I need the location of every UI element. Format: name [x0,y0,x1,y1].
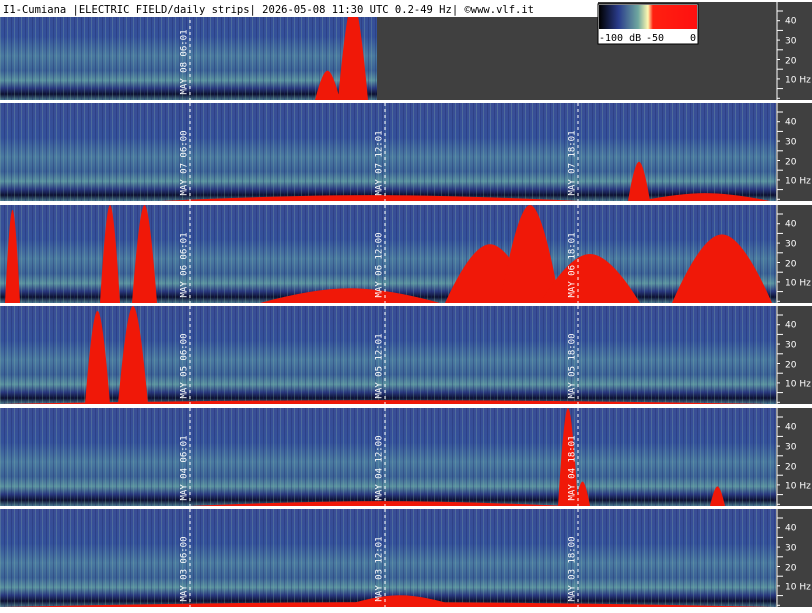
time-label: MAY 05 12:01 [375,333,385,398]
time-label: MAY 05 18:00 [568,333,578,398]
activity-burst [575,481,590,506]
colorbar-label: -50 [646,33,664,44]
activity-burst [500,205,560,303]
frequency-label: 10 Hz [785,380,811,390]
frequency-label: 40 [785,321,797,331]
time-label: MAY 07 18:01 [568,130,578,195]
time-label: MAY 03 06:00 [180,536,190,601]
axis-panel [776,2,812,100]
activity-burst [710,486,725,506]
frequency-label: 30 [785,544,797,554]
activity-burst [160,195,580,201]
time-label: MAY 07 06:00 [180,130,190,195]
frequency-label: 10 Hz [785,177,811,187]
frequency-label: 20 [785,463,797,473]
frequency-label: 10 Hz [785,583,811,593]
activity-burst [540,254,640,303]
frequency-label: 20 [785,260,797,270]
header-title: I1-Cumiana |ELECTRIC FIELD/daily strips|… [3,4,534,16]
spectrogram-texture [0,306,776,404]
time-label: MAY 03 18:00 [568,536,578,601]
activity-burst [5,209,20,303]
activity-burst [260,288,440,303]
activity-burst [118,306,148,404]
axis-panel [776,408,812,506]
frequency-label: 30 [785,341,797,351]
frequency-label: 40 [785,17,797,27]
axis-panel [776,306,812,404]
frequency-label: 30 [785,240,797,250]
time-label: MAY 03 12:01 [375,536,385,601]
spectrogram-texture [0,2,377,100]
time-label: MAY 06 12:00 [375,232,385,297]
frequency-label: 10 Hz [785,76,811,86]
frequency-label: 20 [785,57,797,67]
activity-burst [132,205,157,303]
frequency-label: 20 [785,158,797,168]
axis-panel [776,509,812,607]
frequency-label: 40 [785,118,797,128]
activity-burst [315,70,340,100]
header-box [0,2,598,17]
frequency-label: 30 [785,37,797,47]
frequency-label: 30 [785,443,797,453]
activity-burst [85,310,110,404]
spectrogram-texture [0,103,776,201]
colorbar [599,5,697,29]
activity-burst [340,595,460,607]
colorbar-label: -100 dB [599,33,641,44]
axis-panel [776,205,812,303]
time-label: MAY 08 06:01 [180,29,190,94]
activity-burst [628,161,650,201]
frequency-label: 20 [785,361,797,371]
time-label: MAY 07 12:01 [375,130,385,195]
time-label: MAY 06 18:01 [568,232,578,297]
frequency-label: 20 [785,564,797,574]
frequency-label: 40 [785,423,797,433]
time-label: MAY 04 18:01 [568,435,578,500]
spectrogram-texture [0,509,776,607]
spectrogram-texture [0,205,776,303]
frequency-label: 30 [785,138,797,148]
frequency-label: 40 [785,220,797,230]
activity-burst [190,501,570,506]
activity-burst [100,205,120,303]
frequency-label: 10 Hz [785,279,811,289]
activity-burst [338,2,368,100]
activity-burst [558,408,578,506]
activity-burst [640,193,770,201]
activity-burst [672,234,772,303]
time-label: MAY 04 06:01 [180,435,190,500]
time-label: MAY 05 06:00 [180,333,190,398]
frequency-label: 10 Hz [785,482,811,492]
time-label: MAY 04 12:00 [375,435,385,500]
spectrogram-texture [0,408,776,506]
axis-panel [776,103,812,201]
time-label: MAY 06 06:01 [180,232,190,297]
colorbar-label: 0 [690,33,696,44]
frequency-label: 40 [785,524,797,534]
